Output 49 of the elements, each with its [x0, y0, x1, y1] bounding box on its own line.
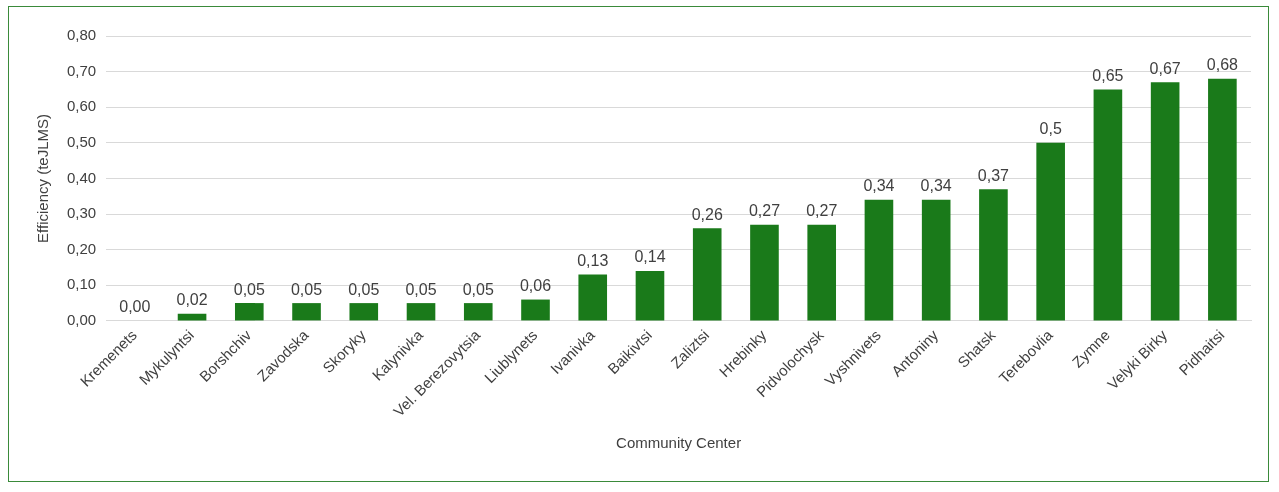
y-tick-label: 0,20: [66, 239, 97, 257]
data-label: 0,5: [1039, 120, 1062, 138]
bar: [635, 271, 665, 321]
x-axis-title: Community Center: [616, 434, 742, 452]
data-label: 0,27: [748, 202, 781, 220]
bar: [979, 189, 1008, 321]
data-label: 0,05: [462, 280, 494, 298]
data-label: 0,34: [920, 177, 952, 195]
y-tick-label: 0,30: [66, 204, 97, 222]
data-label: 0,67: [1149, 59, 1181, 77]
data-label: 0,27: [806, 202, 838, 220]
bar: [521, 299, 550, 321]
data-label: 0,34: [863, 177, 895, 195]
y-tick-label: 0,50: [66, 132, 97, 150]
y-tick-label: 0,40: [66, 168, 97, 186]
y-tick-label: 0,60: [66, 97, 97, 115]
data-label: 0,00: [119, 298, 151, 316]
bar: [292, 303, 321, 321]
bar: [921, 199, 951, 321]
data-label: 0,02: [176, 291, 208, 309]
data-label: 0,26: [691, 205, 723, 223]
y-tick-label: 0,80: [66, 26, 97, 44]
data-label: 0,13: [577, 252, 609, 270]
data-label: 0,06: [519, 276, 552, 294]
bar: [1093, 89, 1123, 321]
bar: [1150, 82, 1180, 321]
bar: [406, 303, 436, 321]
y-tick-label: 0,00: [66, 311, 97, 329]
bar: [807, 224, 837, 321]
data-label: 0,14: [634, 248, 666, 266]
bar: [1208, 78, 1237, 321]
data-label: 0,05: [290, 280, 323, 298]
bar: [463, 303, 493, 321]
data-label: 0,37: [977, 166, 1010, 184]
data-label: 0,05: [233, 280, 265, 298]
y-tick-label: 0,10: [66, 275, 97, 293]
data-label: 0,65: [1092, 66, 1124, 84]
bar: [692, 228, 722, 321]
bar: [234, 303, 264, 321]
bar: [750, 224, 779, 321]
y-tick-label: 0,70: [66, 61, 97, 79]
data-label: 0,05: [348, 280, 380, 298]
y-axis-title: Efficiency (teJLMS): [34, 113, 52, 243]
bar: [349, 303, 379, 321]
data-label: 0,05: [405, 280, 437, 298]
bar: [1036, 142, 1065, 321]
bar: [864, 199, 894, 321]
bar: [578, 274, 608, 321]
data-label: 0,68: [1206, 56, 1239, 74]
